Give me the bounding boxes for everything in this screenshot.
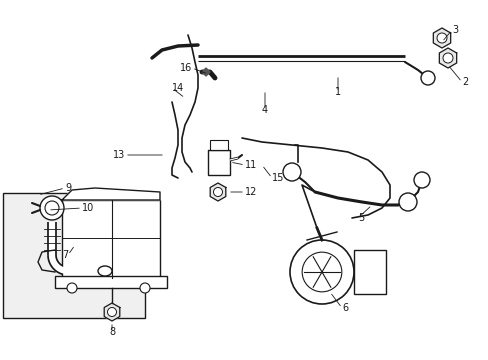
Ellipse shape: [98, 266, 112, 276]
Circle shape: [398, 193, 416, 211]
Polygon shape: [62, 188, 160, 200]
Circle shape: [45, 201, 59, 215]
Text: 11: 11: [244, 160, 257, 170]
Text: 6: 6: [341, 303, 347, 313]
Circle shape: [283, 163, 301, 181]
Polygon shape: [202, 68, 209, 76]
Bar: [353, 250, 385, 294]
Polygon shape: [432, 28, 450, 48]
Bar: [55, 276, 167, 288]
Circle shape: [107, 307, 116, 316]
Circle shape: [289, 240, 353, 304]
Text: 15: 15: [271, 173, 284, 183]
Text: 5: 5: [357, 213, 364, 223]
Text: 8: 8: [109, 327, 115, 337]
Text: 13: 13: [113, 150, 125, 160]
Text: 10: 10: [82, 203, 94, 213]
Circle shape: [213, 188, 222, 197]
Circle shape: [40, 196, 64, 220]
Circle shape: [67, 283, 77, 293]
Circle shape: [140, 283, 150, 293]
Circle shape: [436, 33, 446, 43]
Text: 2: 2: [461, 77, 468, 87]
Bar: [207, 150, 229, 175]
Text: 9: 9: [65, 183, 71, 193]
Text: 14: 14: [172, 83, 184, 93]
Text: 7: 7: [61, 250, 68, 260]
Text: 16: 16: [180, 63, 192, 73]
Polygon shape: [438, 48, 456, 68]
Text: 12: 12: [244, 187, 257, 197]
Bar: [62, 200, 160, 278]
Polygon shape: [210, 183, 225, 201]
Circle shape: [413, 172, 429, 188]
Circle shape: [420, 71, 434, 85]
Text: 1: 1: [334, 87, 340, 97]
Text: 3: 3: [451, 25, 457, 35]
Polygon shape: [104, 303, 120, 321]
Circle shape: [302, 252, 341, 292]
Text: 4: 4: [262, 105, 267, 115]
Bar: [3, 193, 145, 318]
Bar: [209, 140, 227, 150]
Circle shape: [442, 53, 452, 63]
